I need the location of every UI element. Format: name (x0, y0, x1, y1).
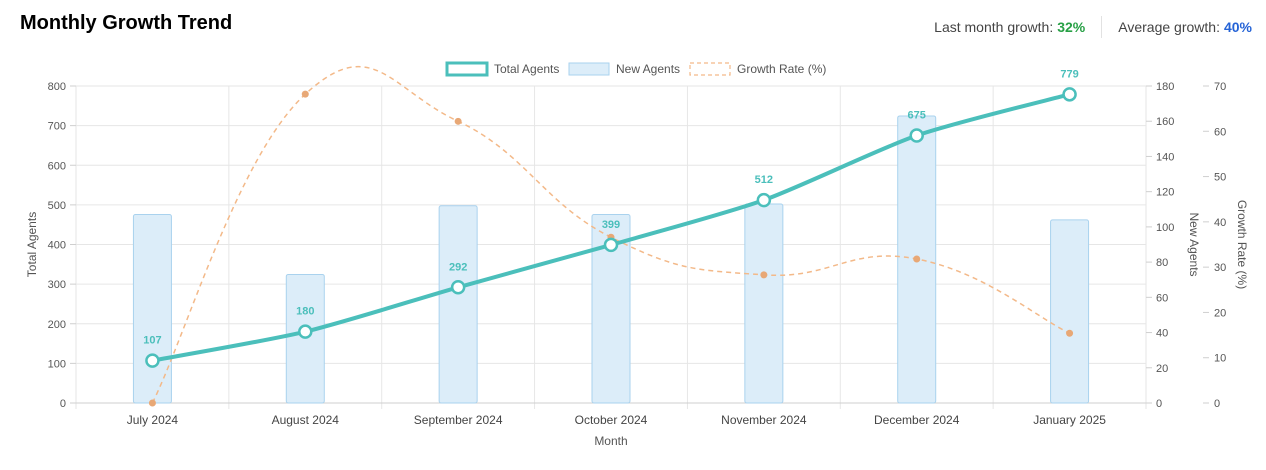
growth-rate-point[interactable] (454, 117, 462, 125)
y-right-tick-label: 160 (1156, 116, 1174, 128)
total-agents-data-label: 180 (296, 306, 314, 318)
y-right-tick-label: 100 (1156, 222, 1174, 234)
growth-stats: Last month growth: 32% Average growth: 4… (934, 16, 1252, 38)
y-left-tick-label: 800 (48, 81, 66, 93)
y-left-tick-label: 300 (48, 279, 66, 291)
last-month-growth-label: Last month growth: (934, 19, 1054, 35)
growth-rate-point[interactable] (760, 271, 768, 279)
y-right-tick-label: 80 (1156, 257, 1168, 269)
total-agents-data-label: 399 (602, 219, 620, 231)
legend-swatch-growth-rate (689, 62, 731, 76)
y-left-tick-label: 0 (60, 398, 66, 410)
y-axis-right: 0 20 40 60 80 100 120 140 160 180 (1146, 81, 1174, 410)
y-left-tick-label: 500 (48, 200, 66, 212)
last-month-growth-stat: Last month growth: 32% (934, 19, 1085, 35)
y-right2-tick-label: 50 (1214, 172, 1226, 184)
bar-new-agents[interactable] (744, 203, 784, 404)
y-right2-tick-label: 40 (1214, 217, 1226, 229)
y-left-tick-label: 200 (48, 319, 66, 331)
y-left-tick-label: 400 (48, 240, 66, 252)
total-agents-data-label: 512 (755, 174, 773, 186)
growth-rate-point[interactable] (148, 399, 156, 407)
y-right2-tick-label: 10 (1214, 353, 1226, 365)
y-right-tick-label: 40 (1156, 328, 1168, 340)
y-right2-tick-label: 60 (1214, 126, 1226, 138)
total-agents-point[interactable] (298, 324, 313, 339)
average-growth-value: 40% (1223, 19, 1252, 35)
y-left-tick-label: 700 (48, 121, 66, 133)
total-agents-series: 107 180 292 399 512 675 779 (143, 68, 1079, 368)
legend-swatch-total-agents (445, 61, 489, 77)
y-right-tick-label: 20 (1156, 363, 1168, 375)
legend-label-total-agents: Total Agents (494, 62, 559, 76)
total-agents-data-label: 292 (449, 261, 467, 273)
y-right2-tick-label: 70 (1214, 81, 1226, 93)
total-agents-data-label: 107 (143, 335, 161, 347)
average-growth-stat: Average growth: 40% (1118, 19, 1252, 35)
x-axis: July 2024 August 2024 September 2024 Octobe… (127, 413, 1107, 427)
bar-new-agents[interactable] (591, 214, 631, 404)
y-axis-right2: 0 10 20 30 40 50 60 70 (1203, 81, 1226, 410)
growth-rate-point[interactable] (1066, 329, 1074, 337)
y-right-tick-label: 120 (1156, 187, 1174, 199)
x-axis-label: Month (594, 434, 627, 448)
x-tick-label: September 2024 (414, 413, 503, 427)
total-agents-data-label: 779 (1060, 68, 1078, 80)
y-left-tick-label: 600 (48, 160, 66, 172)
y-right-tick-label: 60 (1156, 292, 1168, 304)
y-axis-right2-label: Growth Rate (%) (1235, 200, 1249, 289)
total-agents-point[interactable] (756, 192, 772, 208)
y-right-tick-label: 0 (1156, 398, 1162, 410)
y-right2-tick-label: 20 (1214, 307, 1226, 319)
x-tick-label: January 2025 (1033, 413, 1106, 427)
y-right-tick-label: 140 (1156, 151, 1174, 163)
total-agents-point[interactable] (603, 237, 619, 253)
growth-rate-point[interactable] (913, 255, 921, 263)
total-agents-data-label: 675 (908, 110, 926, 122)
y-axis-left: 0 100 200 300 400 500 600 700 800 (48, 81, 76, 410)
legend: Total Agents New Agents Growth Rate (%) (445, 61, 826, 77)
legend-label-growth-rate: Growth Rate (%) (737, 62, 826, 76)
y-axis-left-label: Total Agents (25, 212, 39, 277)
x-tick-label: August 2024 (272, 413, 340, 427)
x-tick-label: December 2024 (874, 413, 960, 427)
average-growth-label: Average growth: (1118, 19, 1220, 35)
stats-divider (1101, 16, 1103, 38)
y-right2-tick-label: 30 (1214, 262, 1226, 274)
total-agents-point[interactable] (1062, 87, 1077, 102)
growth-rate-series (148, 65, 1074, 407)
total-agents-point[interactable] (145, 353, 160, 368)
last-month-growth-value: 32% (1057, 19, 1086, 35)
growth-rate-point[interactable] (301, 90, 309, 98)
y-left-tick-label: 100 (48, 358, 66, 370)
total-agents-point[interactable] (450, 280, 466, 295)
x-tick-label: October 2024 (575, 413, 648, 427)
x-tick-label: July 2024 (127, 413, 179, 427)
page-title: Monthly Growth Trend (20, 12, 233, 34)
new-agents-bars (132, 115, 1090, 404)
total-agents-point[interactable] (909, 128, 924, 143)
y-right2-tick-label: 0 (1214, 398, 1220, 410)
y-axis-right-label: New Agents (1187, 212, 1201, 276)
bar-new-agents[interactable] (1050, 219, 1090, 404)
legend-swatch-new-agents (568, 62, 610, 76)
y-right-tick-label: 180 (1156, 81, 1174, 93)
bar-new-agents[interactable] (438, 205, 478, 404)
x-tick-label: November 2024 (721, 413, 807, 427)
legend-label-new-agents: New Agents (616, 62, 680, 76)
